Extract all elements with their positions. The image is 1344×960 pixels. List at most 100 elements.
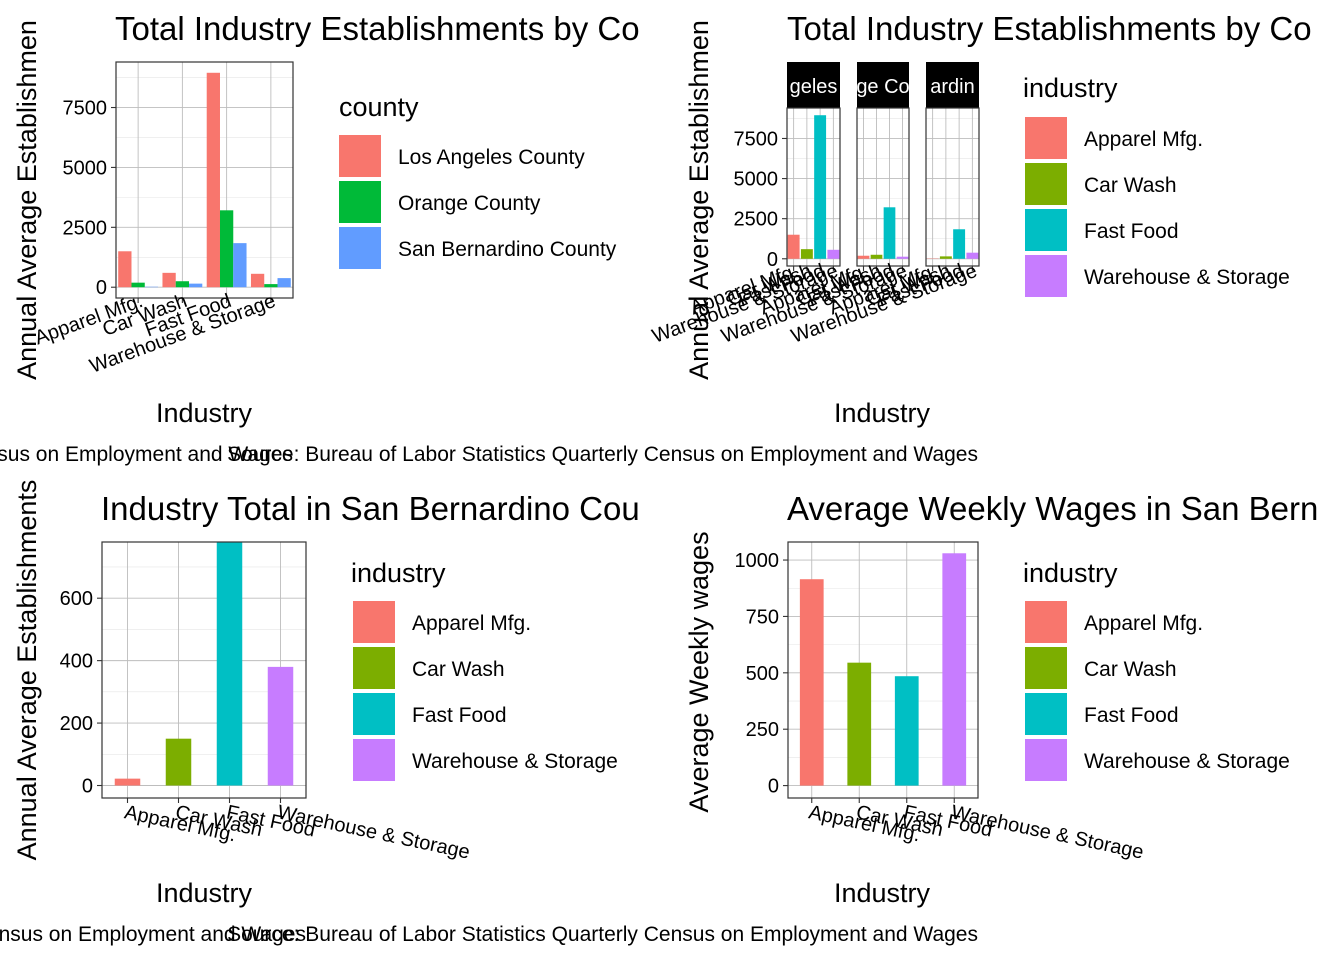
legend-title: county [339, 92, 419, 122]
caption: Source: Bureau of Labor Statistics Quart… [0, 923, 306, 946]
legend-label: Apparel Mfg. [1084, 128, 1203, 151]
legend-key [1025, 647, 1067, 689]
y-tick-label: 7500 [63, 98, 108, 120]
y-tick-label: 2500 [63, 217, 108, 239]
bar [175, 281, 190, 288]
x-axis-title: Industry [834, 398, 931, 428]
legend-label: Car Wash [1084, 658, 1177, 681]
legend-key [1025, 255, 1067, 297]
legend-label: Orange County [398, 192, 541, 215]
facet-strip-label: geles [790, 76, 838, 98]
y-axis-title: Annual Average Establishments [12, 480, 42, 861]
caption: Source: Bureau of Labor Statistics Quart… [227, 443, 978, 466]
bar [264, 284, 278, 288]
legend-label: Los Angeles County [398, 146, 585, 169]
bar [942, 553, 967, 786]
chart-title: Industry Total in San Bernardino Cou [101, 490, 640, 527]
bar [939, 256, 952, 259]
chart-faceted-bars: Total Industry Establishments by Co Annu… [649, 10, 1311, 428]
y-tick-label: 5000 [63, 157, 108, 179]
caption: Source: Bureau of Labor Statistics Quart… [0, 443, 293, 466]
y-tick-label: 200 [60, 713, 93, 735]
y-tick-label: 0 [768, 776, 779, 798]
captions: Source: Bureau of Labor Statistics Quart… [0, 443, 978, 946]
bar [277, 278, 291, 288]
bar [894, 676, 919, 786]
legend-title: industry [351, 558, 446, 588]
y-tick-label: 0 [82, 776, 93, 798]
bar [233, 243, 247, 288]
bar [814, 115, 827, 259]
panel-border [786, 107, 841, 267]
legend-key [353, 601, 395, 643]
legend-label: Car Wash [412, 658, 505, 681]
y-tick-label: 250 [746, 719, 779, 741]
legend-key [1025, 209, 1067, 251]
y-tick-label: 0 [96, 277, 107, 299]
bar [787, 234, 800, 259]
bar [857, 255, 870, 259]
bar [870, 254, 883, 259]
bar [219, 210, 234, 288]
panel-background [116, 62, 293, 298]
legend-title: industry [1023, 558, 1118, 588]
legend-key [1025, 163, 1067, 205]
bar [189, 283, 203, 288]
panel-border [925, 107, 980, 267]
bar [827, 249, 840, 259]
facet-strip [787, 62, 840, 108]
bar [847, 662, 872, 786]
bar [114, 778, 141, 786]
x-axis-title: Industry [156, 878, 253, 908]
y-tick-label: 500 [746, 663, 779, 685]
legend-label: Warehouse & Storage [412, 750, 618, 773]
chart-san-bernardino-establishments: Industry Total in San Bernardino Cou Ann… [12, 480, 640, 908]
legend-key [339, 181, 381, 223]
y-tick-label: 7500 [734, 128, 779, 150]
y-axis-title: Annual Average Establishmen [684, 20, 714, 380]
bar [966, 252, 979, 259]
y-tick-label: 2500 [734, 209, 779, 231]
bar [896, 256, 909, 259]
bar [883, 207, 896, 259]
x-axis-title: Industry [834, 878, 931, 908]
chart-weekly-wages: Average Weekly Wages in San Bern Average… [684, 490, 1318, 908]
y-axis-title: Average Weekly wages [684, 531, 714, 812]
legend-key [353, 693, 395, 735]
legend-label: Apparel Mfg. [412, 612, 531, 635]
bar [250, 273, 265, 288]
bar [953, 229, 966, 259]
panel-border [115, 61, 294, 299]
bar [118, 251, 132, 288]
y-tick-label: 1000 [735, 550, 780, 572]
chart-county-bars: Total Industry Establishments by Co Annu… [12, 10, 640, 428]
y-tick-label: 5000 [734, 169, 779, 191]
bar [165, 738, 192, 786]
bar [267, 666, 294, 786]
legend-label: San Bernardino County [398, 238, 617, 261]
y-tick-label: 750 [746, 606, 779, 628]
legend-label: Car Wash [1084, 174, 1177, 197]
facet-strip-label: ge Co [856, 76, 909, 98]
legend-key [339, 135, 381, 177]
legend-key [1025, 693, 1067, 735]
bar [162, 272, 176, 288]
legend-key [1025, 601, 1067, 643]
legend-label: Warehouse & Storage [1084, 750, 1290, 773]
y-axis-title: Annual Average Establishmen [12, 20, 42, 380]
facet-strip [926, 62, 979, 108]
legend-label: Warehouse & Storage [1084, 266, 1290, 289]
y-tick-label: 400 [60, 651, 93, 673]
bar [206, 72, 220, 288]
facet-strip [857, 62, 909, 108]
chart-title: Total Industry Establishments by Co [787, 10, 1312, 47]
legend-key [339, 227, 381, 269]
chart-title: Average Weekly Wages in San Bern [787, 490, 1318, 527]
panel-border [856, 107, 910, 267]
chart-title: Total Industry Establishments by Co [115, 10, 640, 47]
caption: Source: Bureau of Labor Statistics Quart… [227, 923, 978, 946]
legend-key [1025, 739, 1067, 781]
facet-strip-label: ardin [930, 76, 974, 98]
legend-label: Apparel Mfg. [1084, 612, 1203, 635]
